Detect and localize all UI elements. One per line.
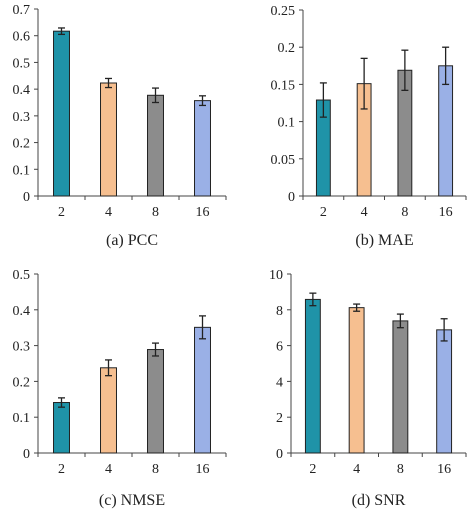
bar (392, 320, 409, 454)
y-tick-label: 0.2 (278, 41, 296, 56)
y-tick-label: 0.6 (13, 30, 31, 45)
y-tick-label: 0.25 (271, 4, 296, 19)
x-tick-label: 16 (439, 205, 453, 220)
error-bar (353, 303, 361, 312)
chart-panel-pcc: 0 0.1 0.2 0.3 0.4 0.5 0.6 0.7 2 4 8 16 (a) PCC (13, 3, 227, 249)
chart-panel-snr: 0 2 4 6 8 10 2 4 8 16 (d) SNR (269, 268, 467, 509)
error-bar (440, 318, 448, 342)
error-bar (401, 49, 409, 92)
x-tick-label: 2 (58, 205, 65, 220)
bar (348, 307, 365, 454)
bar (147, 349, 164, 454)
y-tick-label: 0.4 (13, 83, 31, 98)
y-tick-label: 0.2 (13, 137, 31, 152)
y-tick-label: 0.1 (13, 411, 31, 426)
x-tick-label: 16 (196, 205, 210, 220)
y-tick-label: 0 (23, 190, 30, 205)
x-tick-label: 2 (320, 205, 327, 220)
y-tick-label: 0.1 (13, 163, 31, 178)
error-bar (396, 313, 404, 329)
x-tick-label: 8 (152, 205, 159, 220)
y-tick-label: 0 (276, 447, 283, 462)
y-tick-label: 0.7 (13, 3, 31, 18)
x-tick-label: 8 (401, 205, 408, 220)
error-bar (105, 77, 112, 89)
error-bar (199, 95, 206, 107)
error-bar (105, 359, 112, 377)
error-bar (58, 397, 65, 408)
bar (194, 100, 211, 197)
chart-panel-nmse: 0 0.1 0.2 0.3 0.4 0.5 2 4 8 16 (c) NMSE (13, 268, 227, 509)
bar (194, 326, 211, 454)
x-tick-label: 16 (196, 462, 210, 477)
y-tick-label: 0.15 (271, 78, 296, 93)
error-bar (58, 27, 65, 36)
x-tick-label: 8 (397, 462, 404, 477)
bar (53, 30, 70, 197)
error-bar (319, 82, 327, 118)
x-tick-label: 2 (309, 462, 316, 477)
y-tick-label: 0 (23, 447, 30, 462)
x-tick-label: 4 (353, 462, 360, 477)
x-tick-label: 4 (105, 205, 112, 220)
bar (53, 402, 70, 454)
x-tick-label: 8 (152, 462, 159, 477)
y-tick-label: 10 (269, 268, 283, 283)
x-tick-label: 4 (105, 462, 112, 477)
error-bar (309, 292, 317, 307)
bar (147, 94, 164, 197)
panel-caption: (c) NMSE (99, 492, 165, 509)
error-bar (442, 46, 450, 86)
y-tick-label: 0.1 (278, 116, 296, 131)
y-tick-label: 6 (276, 340, 283, 355)
error-bar (360, 57, 368, 110)
y-tick-label: 0.05 (271, 153, 296, 168)
x-tick-label: 16 (437, 462, 451, 477)
y-tick-label: 0.4 (13, 304, 31, 319)
panel-caption: (d) SNR (352, 492, 406, 509)
x-tick-label: 2 (58, 462, 65, 477)
y-tick-label: 0.5 (13, 268, 31, 283)
chart-panels: 00.10.20.30.40.50.60.72 4 8 16(a) PCC00.050… (13, 3, 467, 509)
y-tick-label: 0.2 (13, 375, 31, 390)
y-tick-label: 0.5 (13, 56, 31, 71)
bar (100, 367, 117, 454)
bar (436, 329, 453, 454)
panel-caption: (b) MAE (355, 232, 413, 249)
error-bar (199, 315, 206, 340)
y-tick-label: 0.3 (13, 110, 31, 125)
y-tick-label: 2 (276, 411, 283, 426)
bar (438, 65, 454, 197)
x-tick-label: 4 (361, 205, 368, 220)
y-tick-label: 0 (288, 190, 295, 205)
bar (304, 298, 321, 454)
panel-caption: (a) PCC (106, 232, 158, 249)
y-tick-label: 4 (276, 375, 283, 390)
error-bar (152, 342, 159, 357)
y-tick-label: 8 (276, 304, 283, 319)
bar (100, 82, 117, 197)
error-bar (152, 87, 159, 104)
chart-panel-mae: 0 0.05 0.1 0.15 0.2 0.25 2 4 8 16 (b) MAE (271, 4, 467, 249)
y-tick-label: 0.3 (13, 340, 31, 355)
